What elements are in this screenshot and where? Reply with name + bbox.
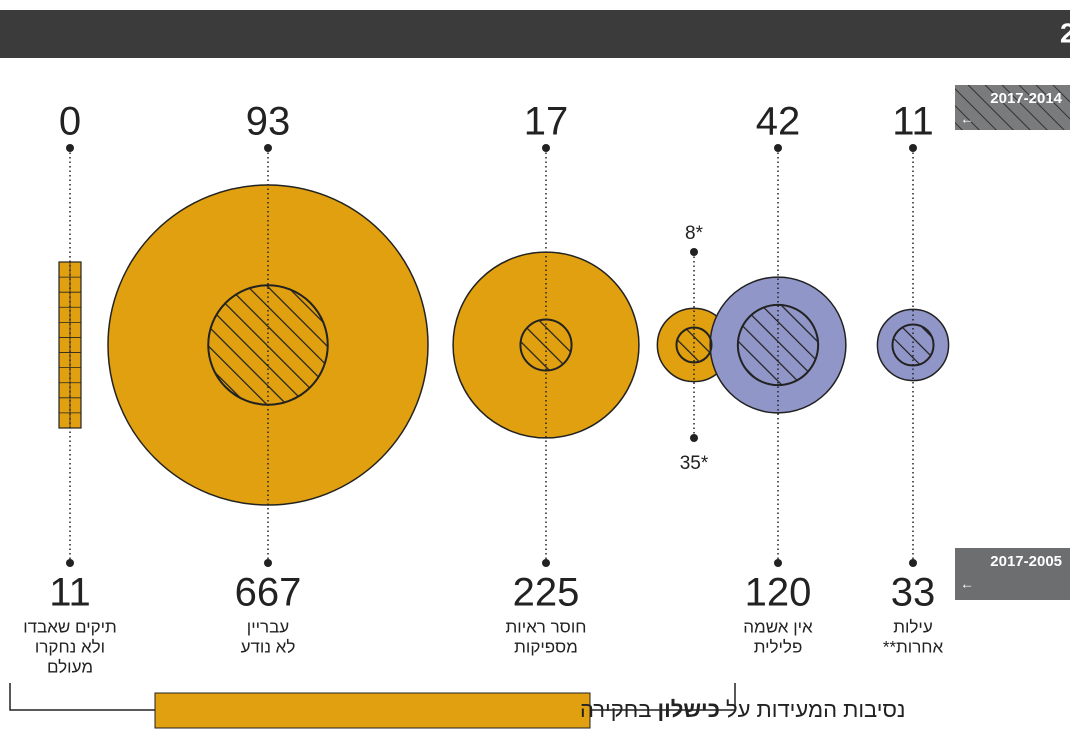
leader-dot	[690, 434, 698, 442]
leader-dot	[909, 144, 917, 152]
category-label: עבריין	[247, 617, 289, 636]
value-label: 35*	[680, 453, 709, 474]
category-label: אחרות**	[883, 637, 944, 656]
value-label: 8*	[685, 223, 704, 244]
bubble-inner	[891, 323, 935, 367]
value-label: 667	[235, 571, 302, 615]
chart-title: עילות סגירת תיקי חקירה, 2017-2005 ו־2017…	[1060, 17, 1070, 48]
leader-dot	[264, 559, 272, 567]
value-label: 225	[513, 571, 580, 615]
leader-dot	[66, 559, 74, 567]
legend-label: 2017-2005	[990, 553, 1062, 570]
bubble-inner	[675, 326, 713, 364]
leader-dot	[542, 559, 550, 567]
category-label: לא נודע	[241, 637, 296, 656]
label-part: כישלון	[657, 697, 719, 722]
category-label: פלילית	[754, 637, 803, 656]
value-label: 0	[59, 100, 81, 144]
legend-swatch	[955, 548, 1070, 600]
bubble-inner	[736, 303, 820, 387]
bracket-label-box	[154, 692, 591, 729]
leader-dot	[264, 144, 272, 152]
category-label: ולא נחקרו	[35, 637, 105, 656]
value-label: 42	[756, 100, 801, 144]
label-part: בחקירה	[580, 697, 657, 722]
bracket-label: נסיבות המעידות על כישלון בחקירה	[580, 697, 905, 722]
category-label: מעולם	[47, 657, 93, 676]
value-label: 93	[246, 100, 291, 144]
leader-dot	[542, 144, 550, 152]
legend-arrow: ←	[960, 576, 974, 592]
category-label: חוסר ראיות	[506, 617, 587, 636]
leader-dot	[774, 559, 782, 567]
leader-dot	[909, 559, 917, 567]
legend-arrow: ←	[960, 111, 974, 127]
category-label: תיקים שאבדו	[23, 617, 117, 636]
value-label: 33	[891, 571, 936, 615]
leader-dot	[690, 248, 698, 256]
category-label: עילות	[893, 617, 933, 636]
title-bar	[0, 10, 1070, 58]
leader-dot	[66, 144, 74, 152]
label-part: נסיבות המעידות על	[720, 697, 906, 722]
value-label: 17	[524, 100, 569, 144]
value-label: 11	[49, 571, 91, 615]
category-label: אין אשמה	[743, 617, 813, 636]
category-label: מספיקות	[514, 637, 578, 656]
value-label: 120	[745, 571, 812, 615]
leader-dot	[774, 144, 782, 152]
bubble-inner	[519, 318, 573, 372]
value-label: 11	[892, 100, 934, 144]
legend-swatch	[955, 85, 1070, 130]
legend-label: 2017-2014	[990, 90, 1062, 107]
